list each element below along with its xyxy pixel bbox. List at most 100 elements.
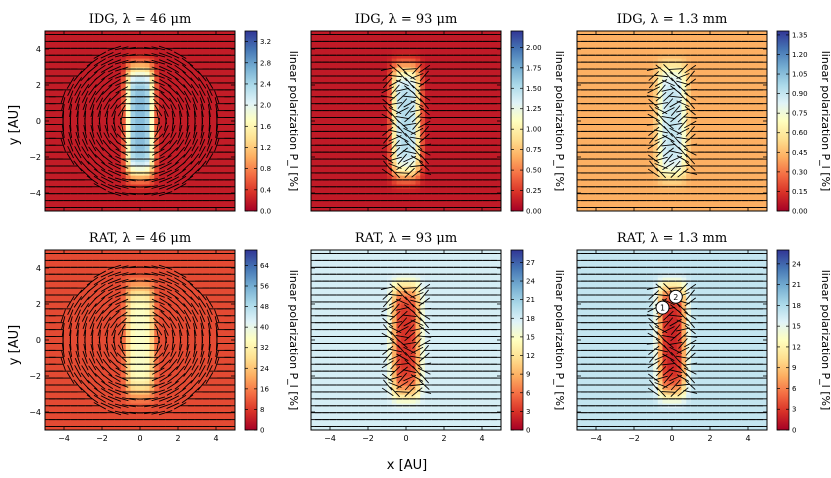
- pixel: [68, 143, 75, 149]
- pixel: [121, 179, 127, 185]
- pixel: [496, 49, 501, 55]
- pixel: [605, 107, 611, 113]
- pixel: [187, 170, 193, 176]
- polarization-vector: [160, 91, 171, 102]
- pixel: [391, 71, 398, 77]
- pixel: [358, 89, 364, 95]
- pixel: [429, 161, 436, 167]
- pixel: [448, 197, 455, 203]
- pixel: [163, 53, 170, 59]
- pixel: [64, 98, 70, 104]
- pixel: [216, 179, 222, 185]
- pixel: [363, 103, 369, 109]
- pixel: [391, 139, 398, 145]
- pixel: [453, 112, 459, 118]
- colorbar-tick-label: 1.2: [260, 144, 271, 152]
- pixel: [339, 89, 345, 95]
- polarization-vector: [107, 45, 122, 51]
- pixel: [391, 179, 398, 185]
- pixel: [182, 76, 189, 82]
- pixel: [78, 103, 84, 109]
- polarization-vector: [68, 97, 73, 111]
- pixel: [458, 40, 464, 46]
- pixel: [230, 139, 235, 145]
- pixel: [68, 121, 75, 127]
- pixel: [439, 143, 445, 149]
- pixel: [211, 89, 217, 95]
- polarization-vector: [151, 79, 165, 87]
- pixel: [467, 206, 474, 211]
- pixel: [420, 134, 426, 140]
- pixel: [102, 148, 108, 154]
- pixel: [78, 125, 84, 131]
- polarization-vector: [166, 169, 180, 177]
- pixel: [216, 197, 222, 203]
- pixel: [577, 53, 583, 59]
- pixel: [45, 85, 51, 91]
- polarization-vector: [100, 183, 114, 190]
- polarization-vector: [151, 148, 165, 156]
- pixel: [458, 67, 464, 73]
- pixel: [225, 130, 231, 136]
- pixel: [410, 35, 417, 41]
- pixel: [482, 35, 488, 41]
- pixel: [311, 98, 317, 104]
- pixel: [382, 44, 388, 50]
- pixel: [197, 98, 203, 104]
- pixel: [163, 98, 170, 104]
- polarization-vector: [197, 153, 207, 165]
- pixel: [586, 125, 592, 131]
- pixel: [54, 193, 60, 199]
- pixel: [173, 31, 179, 37]
- pixel: [586, 67, 592, 73]
- pixel: [116, 62, 122, 68]
- pixel: [149, 161, 155, 167]
- pixel: [477, 58, 483, 64]
- pixel: [173, 49, 179, 55]
- pixel: [377, 143, 383, 149]
- pixel: [482, 40, 488, 46]
- polarization-vector: [115, 92, 128, 101]
- pixel: [387, 152, 393, 158]
- pixel: [135, 161, 141, 167]
- pixel: [102, 121, 108, 127]
- pixel: [406, 188, 412, 194]
- pixel: [163, 107, 170, 113]
- pixel: [116, 80, 122, 86]
- pixel: [216, 67, 222, 73]
- pixel: [192, 143, 198, 149]
- pixel: [121, 125, 127, 131]
- pixel: [182, 103, 189, 109]
- pixel: [159, 184, 165, 190]
- polarization-vector: [168, 91, 178, 103]
- pixel: [372, 49, 379, 55]
- pixel: [78, 175, 84, 181]
- pixel: [391, 53, 398, 59]
- polarization-vector: [89, 132, 96, 145]
- pixel: [382, 206, 388, 211]
- pixel: [591, 49, 597, 55]
- pixel: [135, 85, 141, 91]
- pixel: [600, 116, 607, 122]
- pixel: [311, 166, 317, 172]
- pixel: [420, 94, 426, 100]
- pixel: [429, 49, 436, 55]
- pixel: [439, 193, 445, 199]
- pixel: [363, 175, 369, 181]
- pixel: [363, 202, 369, 208]
- pixel: [121, 193, 127, 199]
- pixel: [49, 89, 56, 95]
- pixel: [415, 62, 421, 68]
- pixel: [154, 116, 160, 122]
- pixel: [144, 197, 151, 203]
- pixel: [78, 143, 84, 149]
- pixel: [363, 71, 369, 77]
- pixel: [401, 62, 407, 68]
- pixel: [159, 202, 165, 208]
- polarization-vector: [410, 127, 424, 135]
- pixel: [453, 152, 459, 158]
- pixel: [130, 202, 136, 208]
- pixel: [444, 40, 450, 46]
- pixel: [496, 98, 501, 104]
- pixel: [140, 152, 146, 158]
